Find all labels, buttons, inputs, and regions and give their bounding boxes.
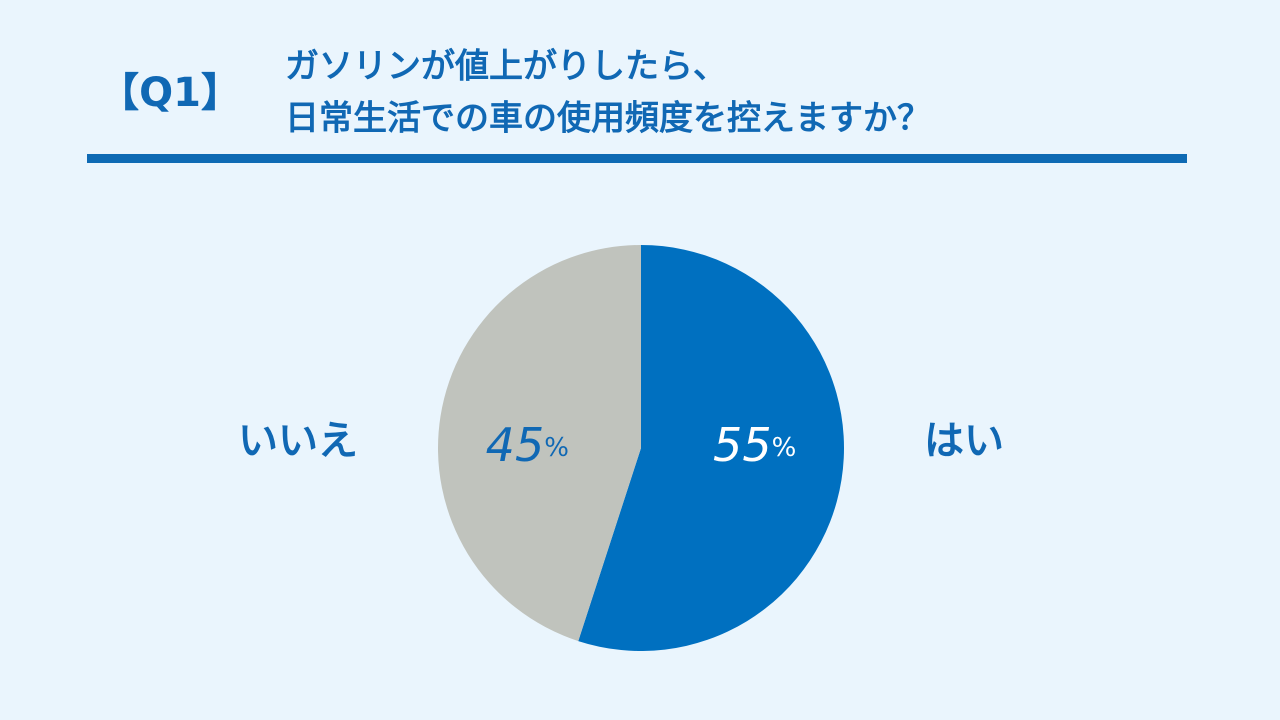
question-label: 【Q1】	[99, 70, 241, 116]
value-label: 45%	[486, 418, 569, 472]
category-label: はい	[924, 418, 1004, 464]
divider	[87, 154, 1187, 163]
pie-slice	[438, 245, 641, 642]
pie-slice	[578, 245, 844, 651]
value-label: 55%	[713, 418, 796, 472]
chart-title: ガソリンが値上がりしたら、	[285, 47, 727, 87]
category-label: いいえ	[238, 418, 358, 464]
chart-title: 日常生活での車の使用頻度を控えますか？	[285, 99, 931, 139]
